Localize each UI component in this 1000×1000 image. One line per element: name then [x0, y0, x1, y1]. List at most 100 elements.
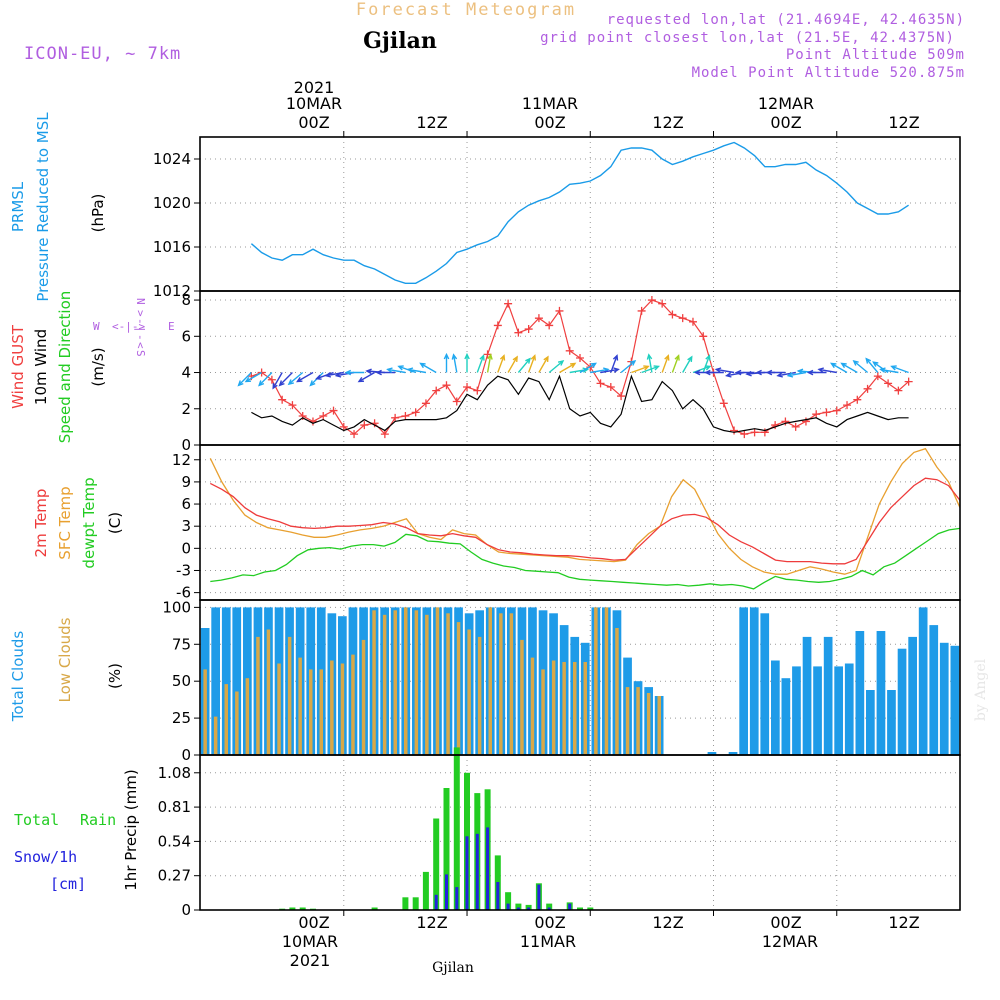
wind-arrow-head	[734, 369, 742, 376]
gust-marker	[688, 317, 697, 326]
total-cloud-bar	[802, 636, 812, 755]
compass-east: E	[168, 320, 175, 333]
pressure-line	[250, 141, 909, 284]
wind-arrow-head	[296, 377, 303, 383]
gust-marker	[832, 406, 841, 415]
wind-arrow	[853, 360, 869, 374]
wind-arrow	[590, 368, 609, 374]
compass-north: N	[134, 298, 147, 305]
wind-arrow	[702, 355, 711, 373]
wind-arrow-head	[829, 362, 837, 369]
top-hour-label: 12Z	[888, 113, 919, 132]
total-cloud-bar	[908, 636, 917, 755]
wind-arrow	[818, 368, 837, 374]
low-cloud-bar	[541, 669, 545, 755]
snow-unit-label: [cm]	[50, 875, 86, 893]
wind-arrow-head	[612, 354, 619, 361]
precip-ytick-label: 0	[181, 901, 191, 919]
point-altitude: Point Altitude 509m	[786, 47, 965, 63]
gust-marker	[791, 422, 800, 431]
wind-arrow	[297, 371, 314, 383]
wind-arrow-head	[840, 362, 847, 369]
clouds-ytick-label: 100	[162, 598, 191, 616]
wind-arrow-head	[693, 369, 701, 376]
rain-bar	[505, 892, 512, 910]
gust-marker	[452, 397, 461, 406]
svg-text:-: -	[134, 334, 147, 341]
svg-text:|: |	[134, 326, 147, 333]
gust-marker	[319, 412, 328, 421]
wind-arrow-head	[643, 365, 650, 371]
wind-arrow-head	[487, 353, 493, 360]
gust-marker	[853, 395, 862, 404]
top-date-label: 12MAR	[758, 94, 814, 113]
top-year-label: 2021	[294, 78, 335, 97]
low-cloud-bar	[573, 662, 577, 755]
dewpt-line	[210, 527, 961, 590]
pressure-unit-label: (hPa)	[89, 194, 107, 233]
total-cloud-bar	[855, 631, 865, 755]
wind-arrow	[788, 371, 807, 377]
bottom-year-label: 2021	[290, 951, 331, 970]
wind-arrow	[538, 356, 549, 373]
low-cloud-bar	[657, 696, 661, 755]
low-cloud-bar	[340, 663, 345, 755]
low-cloud-bar	[435, 607, 440, 755]
snow-label: Snow/1h	[14, 848, 77, 866]
total-cloud-bar	[876, 631, 886, 755]
bottom-date-label: 12MAR	[762, 932, 818, 951]
total-cloud-bar	[918, 607, 928, 755]
bottom-hour-label: 12Z	[652, 913, 683, 932]
low-cloud-bar	[309, 669, 313, 755]
low-cloud-bar	[636, 687, 640, 755]
gust-marker	[350, 430, 359, 439]
requested-coords: requested lon,lat (21.4694E, 42.4635N)	[607, 12, 965, 28]
total-cloud-bar	[844, 663, 854, 755]
wind-arrow	[671, 355, 680, 373]
wind-arrow-head	[786, 372, 794, 378]
wind-arrow	[358, 371, 375, 383]
precip-ytick-label: 1.08	[158, 764, 191, 782]
snow-bar	[527, 907, 531, 910]
wind-arrow	[408, 368, 427, 374]
wind-arrow	[238, 372, 252, 386]
gust-marker	[668, 310, 677, 319]
gust-marker	[514, 328, 523, 337]
low-cloud-bar	[393, 610, 397, 755]
wind-arrow	[682, 356, 693, 373]
clouds-unit-label: (%)	[106, 663, 124, 689]
wind-arrow	[880, 368, 899, 374]
snow-bar	[506, 903, 510, 910]
total-cloud-bar	[834, 666, 843, 755]
total-cloud-bar	[771, 660, 780, 755]
bottom-date-label: 10MAR	[282, 932, 338, 951]
total-cloud-bar	[950, 645, 960, 755]
snow-bar	[465, 836, 469, 910]
wind-arrow-head	[570, 362, 577, 369]
wind-arrow-head	[653, 365, 661, 371]
gust-marker	[391, 413, 400, 422]
rain-bar	[289, 907, 296, 910]
low-cloud-bar	[277, 663, 281, 755]
wind-arrow	[420, 362, 437, 374]
rain-bar	[515, 903, 522, 910]
top-hour-label: 12Z	[416, 113, 447, 132]
bottom-hour-label: 12Z	[416, 913, 447, 932]
rain-bar	[402, 897, 409, 910]
wind-ytick-label: 2	[181, 400, 191, 418]
wind-arrow	[288, 371, 304, 385]
precip-unit-label: 1hr Precip (mm)	[122, 769, 140, 890]
wind-arrow-head	[272, 383, 278, 390]
gust-marker	[421, 399, 430, 408]
gust-marker	[432, 386, 441, 395]
wind-arrow-head	[590, 362, 597, 369]
top-hour-label: 00Z	[534, 113, 565, 132]
wind-arrow-head	[357, 377, 365, 383]
pressure-ytick-label: 1012	[153, 282, 191, 300]
low-cloud-bar	[298, 657, 302, 755]
wind-arrow	[579, 362, 596, 374]
snow-bar	[455, 887, 459, 910]
low-cloud-bar	[530, 657, 535, 755]
sfc-temp-line	[209, 447, 961, 575]
